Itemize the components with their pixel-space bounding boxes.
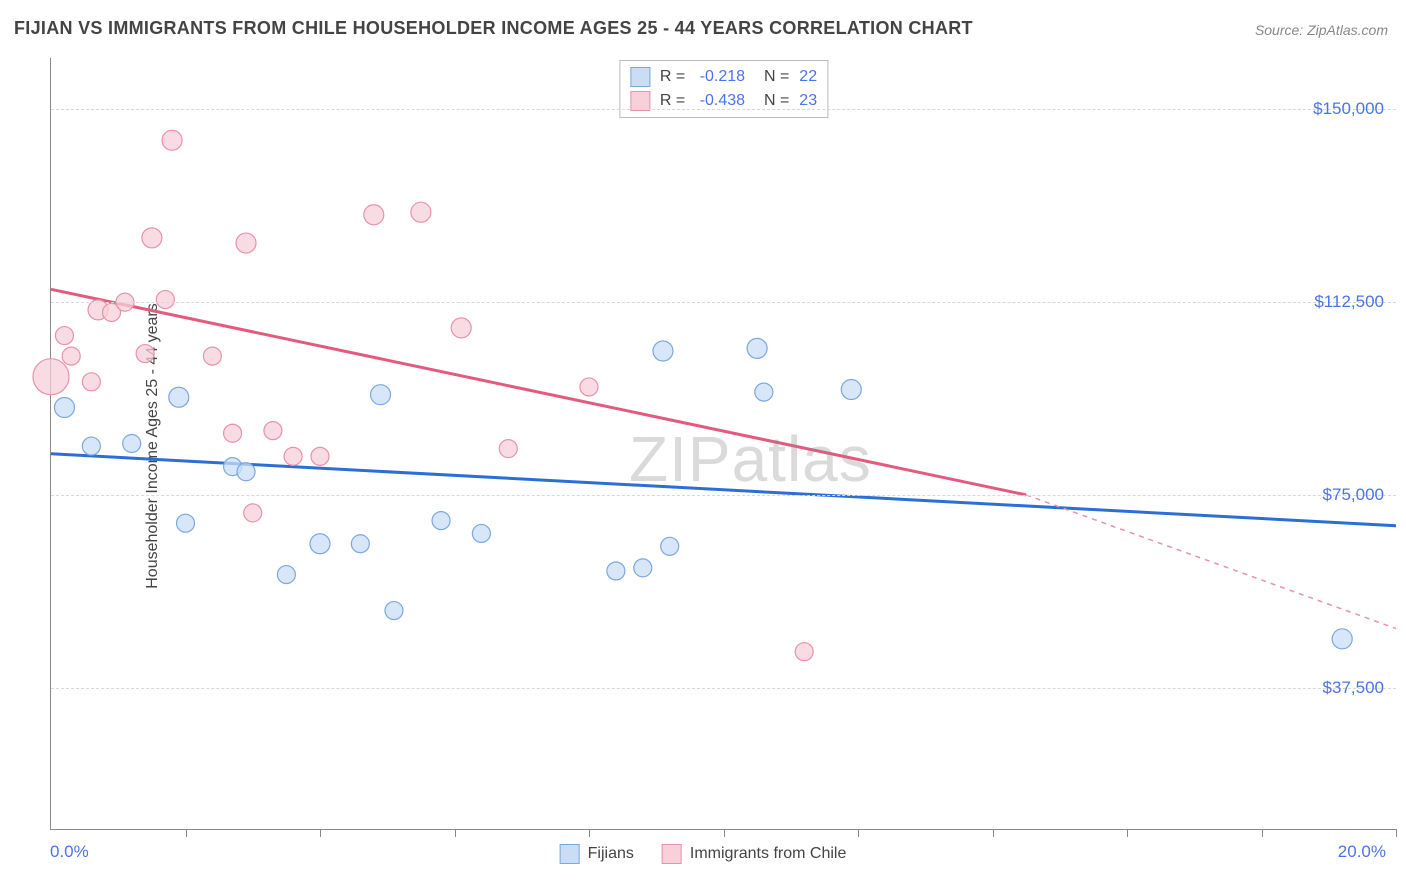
data-point (54, 398, 74, 418)
data-point (236, 233, 256, 253)
gridline-h (51, 495, 1396, 496)
source-label: Source: ZipAtlas.com (1255, 22, 1388, 38)
data-point (311, 447, 329, 465)
data-point (177, 514, 195, 532)
x-axis-max-label: 20.0% (1338, 842, 1386, 862)
data-point (451, 318, 471, 338)
data-point (284, 447, 302, 465)
stats-r-label: R = (660, 92, 690, 110)
x-tick (455, 829, 456, 837)
y-tick-label: $150,000 (1313, 99, 1384, 119)
data-point (432, 512, 450, 530)
stats-n-value: 23 (799, 92, 817, 110)
stats-n-value: 22 (799, 68, 817, 86)
x-tick (858, 829, 859, 837)
legend-label: Immigrants from Chile (690, 845, 846, 862)
plot-area: ZIPatlas R = -0.218 N =22R = -0.438 N =2… (50, 58, 1396, 830)
data-point (142, 228, 162, 248)
data-point (169, 387, 189, 407)
data-point (123, 435, 141, 453)
regression-line (51, 289, 1026, 495)
data-point (82, 373, 100, 391)
stats-r-value: -0.438 (700, 92, 745, 110)
data-point (237, 463, 255, 481)
data-point (33, 359, 69, 395)
data-point (795, 643, 813, 661)
data-point (364, 205, 384, 225)
gridline-h (51, 302, 1396, 303)
legend-swatch (560, 844, 580, 864)
legend-swatch (630, 67, 650, 87)
data-point (244, 504, 262, 522)
x-tick (1396, 829, 1397, 837)
x-tick (993, 829, 994, 837)
data-point (264, 422, 282, 440)
stats-r-value: -0.218 (700, 68, 745, 86)
x-tick (589, 829, 590, 837)
data-point (755, 383, 773, 401)
data-point (499, 440, 517, 458)
data-point (607, 562, 625, 580)
stats-n-label: N = (755, 92, 789, 110)
legend-item: Fijians (560, 844, 634, 864)
chart-svg (51, 58, 1396, 829)
chart-title: FIJIAN VS IMMIGRANTS FROM CHILE HOUSEHOL… (14, 18, 973, 39)
x-tick (320, 829, 321, 837)
data-point (162, 130, 182, 150)
x-axis-min-label: 0.0% (50, 842, 89, 862)
data-point (661, 537, 679, 555)
data-point (841, 380, 861, 400)
x-tick (1262, 829, 1263, 837)
legend-item: Immigrants from Chile (662, 844, 846, 864)
data-point (411, 202, 431, 222)
data-point (371, 385, 391, 405)
legend-swatch (662, 844, 682, 864)
stats-r-label: R = (660, 68, 690, 86)
gridline-h (51, 109, 1396, 110)
data-point (580, 378, 598, 396)
data-point (203, 347, 221, 365)
y-tick-label: $37,500 (1323, 678, 1384, 698)
legend-swatch (630, 91, 650, 111)
y-tick-label: $112,500 (1314, 292, 1384, 312)
x-tick (186, 829, 187, 837)
data-point (55, 327, 73, 345)
data-point (385, 602, 403, 620)
legend-label: Fijians (588, 845, 634, 862)
bottom-legend: Fijians Immigrants from Chile (560, 844, 847, 864)
data-point (1332, 629, 1352, 649)
stats-n-label: N = (755, 68, 789, 86)
stats-row: R = -0.218 N = 22 (630, 65, 817, 89)
data-point (156, 291, 174, 309)
data-point (277, 566, 295, 584)
x-tick (724, 829, 725, 837)
data-point (224, 424, 242, 442)
data-point (136, 345, 154, 363)
data-point (747, 338, 767, 358)
data-point (653, 341, 673, 361)
data-point (472, 524, 490, 542)
data-point (634, 559, 652, 577)
data-point (310, 534, 330, 554)
y-tick-label: $75,000 (1323, 485, 1384, 505)
x-tick (1127, 829, 1128, 837)
data-point (62, 347, 80, 365)
data-point (82, 437, 100, 455)
gridline-h (51, 688, 1396, 689)
data-point (351, 535, 369, 553)
